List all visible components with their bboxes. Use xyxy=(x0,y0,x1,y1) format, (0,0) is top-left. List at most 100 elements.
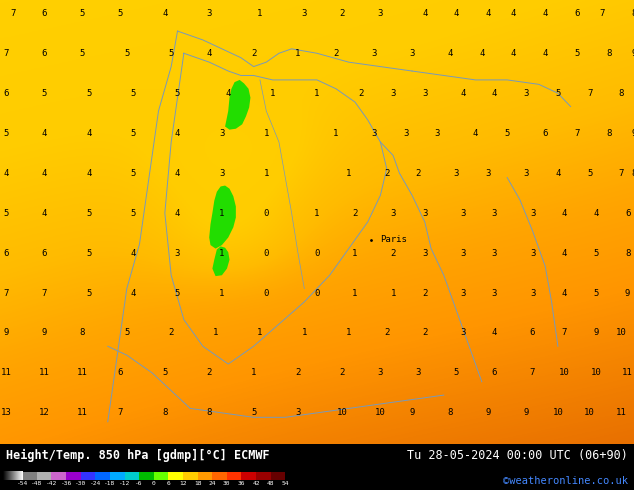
Text: 4: 4 xyxy=(226,89,231,98)
Text: 5: 5 xyxy=(124,49,129,58)
Text: 5: 5 xyxy=(593,248,598,258)
Text: 36: 36 xyxy=(238,481,245,486)
Bar xyxy=(124,472,139,480)
Text: 4: 4 xyxy=(543,9,548,18)
Text: 1: 1 xyxy=(257,9,262,18)
Text: 3: 3 xyxy=(460,209,465,218)
Text: 4: 4 xyxy=(511,49,516,58)
Text: 7: 7 xyxy=(4,49,9,58)
Text: 2: 2 xyxy=(169,328,174,338)
Text: 6: 6 xyxy=(574,9,579,18)
Text: 3: 3 xyxy=(454,169,459,178)
Text: 1: 1 xyxy=(302,328,307,338)
Text: 3: 3 xyxy=(422,248,427,258)
Text: 3: 3 xyxy=(460,328,465,338)
Bar xyxy=(153,472,169,480)
Text: 5: 5 xyxy=(4,129,9,138)
Bar xyxy=(110,472,124,480)
Text: 5: 5 xyxy=(131,129,136,138)
Polygon shape xyxy=(225,80,250,130)
Text: 3: 3 xyxy=(460,248,465,258)
Text: 10: 10 xyxy=(559,368,569,377)
Text: 3: 3 xyxy=(524,169,529,178)
Text: 54: 54 xyxy=(281,481,289,486)
Bar xyxy=(81,472,95,480)
Text: 7: 7 xyxy=(562,328,567,338)
Text: 2: 2 xyxy=(295,368,301,377)
Text: 0: 0 xyxy=(264,209,269,218)
Text: 9: 9 xyxy=(4,328,9,338)
Text: 4: 4 xyxy=(492,89,497,98)
Text: 1: 1 xyxy=(295,49,301,58)
Text: 1: 1 xyxy=(314,89,320,98)
Text: 8: 8 xyxy=(631,9,634,18)
Text: 1: 1 xyxy=(353,289,358,297)
Text: 9: 9 xyxy=(625,289,630,297)
Text: 6: 6 xyxy=(4,248,9,258)
Text: 9: 9 xyxy=(486,408,491,417)
Text: 4: 4 xyxy=(86,169,91,178)
Text: Tu 28-05-2024 00:00 UTC (06+90): Tu 28-05-2024 00:00 UTC (06+90) xyxy=(407,448,628,462)
Polygon shape xyxy=(209,186,236,248)
Text: 1: 1 xyxy=(251,368,256,377)
Text: 8: 8 xyxy=(207,408,212,417)
Bar xyxy=(198,472,212,480)
Text: 4: 4 xyxy=(543,49,548,58)
Text: 7: 7 xyxy=(530,368,535,377)
Bar xyxy=(22,472,37,480)
Text: 11: 11 xyxy=(1,368,11,377)
Text: 0: 0 xyxy=(314,289,320,297)
Text: 5: 5 xyxy=(169,49,174,58)
Text: 12: 12 xyxy=(179,481,187,486)
Text: 2: 2 xyxy=(416,169,421,178)
Text: 10: 10 xyxy=(585,408,595,417)
Bar xyxy=(37,472,51,480)
Text: -42: -42 xyxy=(46,481,57,486)
Text: 4: 4 xyxy=(593,209,598,218)
Text: 3: 3 xyxy=(175,248,180,258)
Text: 10: 10 xyxy=(616,328,626,338)
Text: 8: 8 xyxy=(631,169,634,178)
Text: 4: 4 xyxy=(562,209,567,218)
Text: 1: 1 xyxy=(314,209,320,218)
Text: 8: 8 xyxy=(606,129,611,138)
Text: 5: 5 xyxy=(131,209,136,218)
Text: 3: 3 xyxy=(530,289,535,297)
Text: 4: 4 xyxy=(479,49,484,58)
Text: 3: 3 xyxy=(372,49,377,58)
Text: 5: 5 xyxy=(505,129,510,138)
Text: 1: 1 xyxy=(219,289,224,297)
Text: 4: 4 xyxy=(511,9,516,18)
Bar xyxy=(227,472,242,480)
Text: 1: 1 xyxy=(346,169,351,178)
Text: 4: 4 xyxy=(42,129,47,138)
Text: 3: 3 xyxy=(219,129,224,138)
Text: 13: 13 xyxy=(1,408,11,417)
Text: 10: 10 xyxy=(553,408,563,417)
Text: 18: 18 xyxy=(194,481,202,486)
Text: -6: -6 xyxy=(136,481,143,486)
Text: 2: 2 xyxy=(391,248,396,258)
Text: 7: 7 xyxy=(619,169,624,178)
Text: 1: 1 xyxy=(219,248,224,258)
Text: 0: 0 xyxy=(152,481,155,486)
Text: 24: 24 xyxy=(209,481,216,486)
Text: 4: 4 xyxy=(175,129,180,138)
Text: 7: 7 xyxy=(574,129,579,138)
Text: 4: 4 xyxy=(42,209,47,218)
Text: 8: 8 xyxy=(625,248,630,258)
Text: 9: 9 xyxy=(631,49,634,58)
Text: 5: 5 xyxy=(587,169,592,178)
Bar xyxy=(66,472,81,480)
Text: 5: 5 xyxy=(118,9,123,18)
Text: 5: 5 xyxy=(86,248,91,258)
Text: 3: 3 xyxy=(391,89,396,98)
Text: 3: 3 xyxy=(530,248,535,258)
Text: 5: 5 xyxy=(80,9,85,18)
Text: 3: 3 xyxy=(372,129,377,138)
Text: 7: 7 xyxy=(10,9,15,18)
Text: 0: 0 xyxy=(264,289,269,297)
Text: 7: 7 xyxy=(42,289,47,297)
Text: 42: 42 xyxy=(252,481,260,486)
Text: 6: 6 xyxy=(530,328,535,338)
